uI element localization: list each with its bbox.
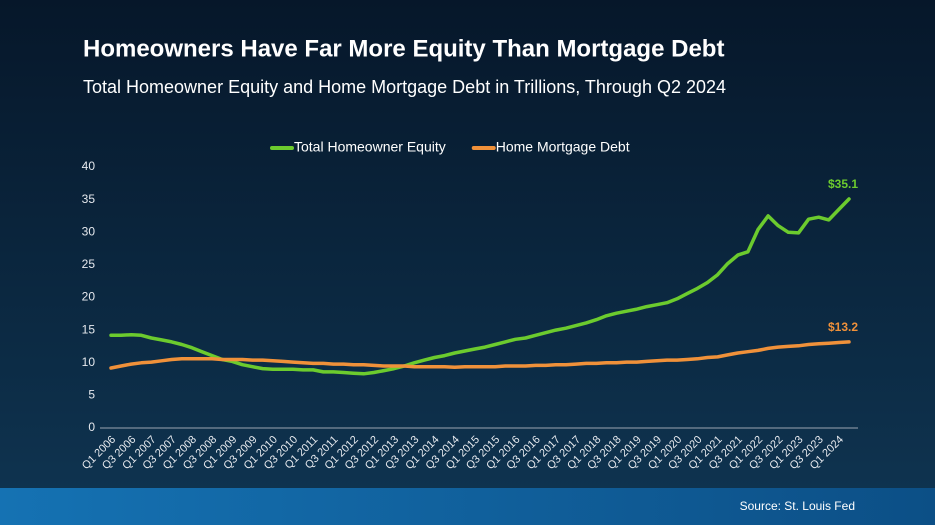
y-tick-label: 10	[82, 355, 96, 369]
y-tick-label: 15	[82, 322, 96, 336]
footer-band	[0, 488, 935, 525]
y-tick-label: 40	[82, 159, 96, 173]
y-tick-label: 0	[88, 420, 95, 434]
legend-label: Home Mortgage Debt	[496, 139, 630, 155]
y-tick-label: 35	[82, 192, 96, 206]
source: Source: St. Louis Fed	[740, 499, 855, 513]
y-tick-label: 25	[82, 257, 96, 271]
end-label: $13.2	[828, 320, 858, 334]
chart-title: Homeowners Have Far More Equity Than Mor…	[83, 35, 724, 62]
series-line	[109, 197, 851, 376]
legend-label: Total Homeowner Equity	[294, 139, 446, 155]
end-label: $35.1	[828, 177, 858, 191]
y-tick-label: 30	[82, 224, 96, 238]
y-tick-label: 5	[88, 388, 95, 402]
chart-subtitle: Total Homeowner Equity and Home Mortgage…	[83, 77, 726, 97]
series-line	[109, 340, 851, 370]
y-tick-label: 20	[82, 290, 96, 304]
